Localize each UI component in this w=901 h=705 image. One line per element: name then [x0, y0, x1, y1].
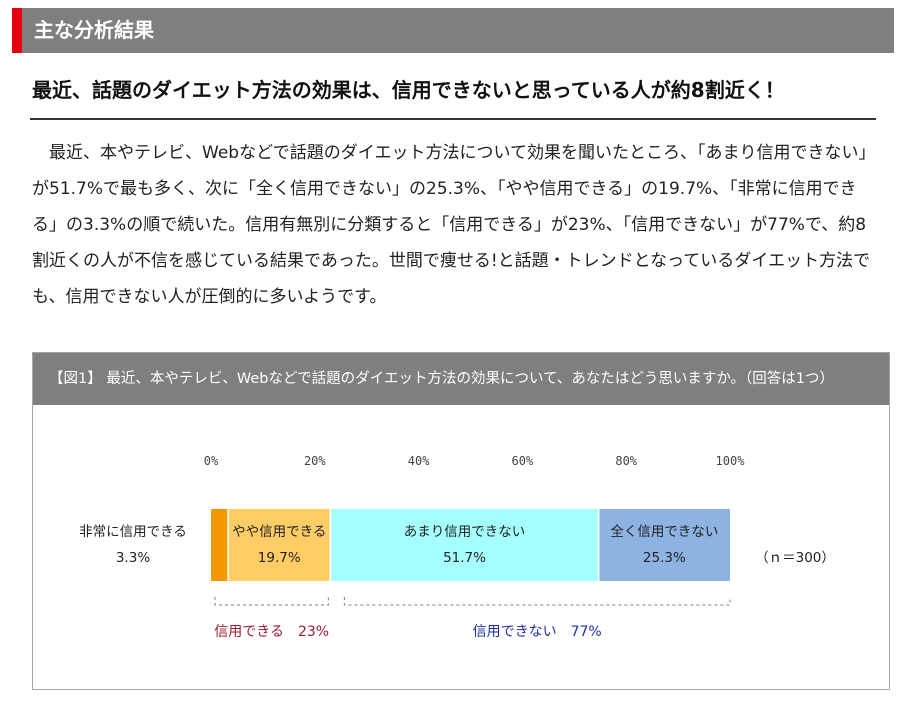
section-title: 主な分析結果 [34, 18, 154, 42]
category-label-outside: 非常に信用できる [79, 524, 187, 540]
bar-segment [330, 509, 599, 581]
section-header: 主な分析結果 [12, 8, 894, 53]
headline: 最近、話題のダイエット方法の効果は、信用できないと思っている人が約8割近く！ [32, 78, 785, 102]
bar-segment [598, 509, 730, 581]
x-tick-label: 80% [615, 454, 637, 468]
segment-category-label: やや信用できる [232, 524, 326, 540]
group-bracket [343, 597, 731, 606]
group-total-label: 信用できる 23% [214, 624, 329, 640]
figure-title: 【図1】 最近、本やテレビ、Webなどで話題のダイエット方法の効果について、あな… [33, 353, 889, 405]
segment-value-label: 51.7% [443, 550, 486, 566]
sample-size-note: （ｎ＝300） [755, 550, 835, 566]
stacked-bar-chart: 0% 20% 40% 60% 80% 100% 非常に信用できる 3.3% やや信用できる 19.… [79, 454, 835, 640]
headline-divider [30, 118, 876, 120]
segment-value-label: 19.7% [258, 550, 301, 566]
section-accent-bar [12, 8, 22, 53]
bar-segment [211, 509, 229, 581]
group-bracket [214, 597, 329, 606]
x-tick-label: 60% [512, 454, 534, 468]
bar-segment [228, 509, 331, 581]
body-paragraph: 最近、本やテレビ、Webなどで話題のダイエット方法について効果を聞いたところ、「… [32, 143, 876, 307]
x-tick-label: 20% [304, 454, 326, 468]
segment-value-label: 25.3% [643, 550, 686, 566]
figure-1: 【図1】 最近、本やテレビ、Webなどで話題のダイエット方法の効果について、あな… [32, 352, 890, 690]
x-tick-label: 100% [716, 454, 746, 468]
value-label-outside: 3.3% [116, 550, 150, 566]
group-total-label: 信用できない 77% [473, 624, 602, 640]
segment-category-label: あまり信用できない [404, 524, 526, 540]
x-tick-label: 0% [204, 454, 219, 468]
segment-category-label: 全く信用できない [610, 523, 718, 540]
x-tick-label: 40% [408, 454, 430, 468]
